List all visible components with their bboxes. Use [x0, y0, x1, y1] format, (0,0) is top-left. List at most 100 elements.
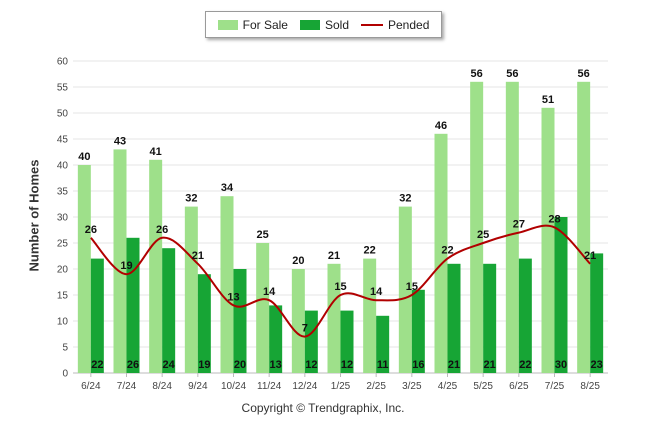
data-label-sold: 20 — [234, 359, 246, 371]
x-tick-label: 6/24 — [81, 381, 101, 392]
data-label-sold: 12 — [341, 359, 353, 371]
data-label-pended: 15 — [406, 281, 418, 293]
bar-for-sale — [184, 206, 198, 373]
data-label-for-sale: 32 — [185, 193, 197, 205]
data-label-sold: 22 — [91, 359, 103, 371]
data-label-for-sale: 46 — [435, 120, 447, 132]
data-label-sold: 11 — [377, 359, 389, 371]
data-label-sold: 23 — [591, 359, 603, 371]
legend-item-sold[interactable]: Sold — [299, 17, 349, 32]
copyright-text: Copyright © Trendgraphix, Inc. — [241, 401, 405, 415]
bar-for-sale — [291, 269, 305, 373]
sold-swatch-icon — [299, 19, 320, 30]
legend-label-for-sale: For Sale — [242, 17, 288, 32]
bar-for-sale — [149, 159, 163, 373]
bar-sold — [340, 310, 354, 373]
bar-for-sale — [505, 81, 519, 374]
bar-for-sale — [113, 149, 127, 373]
bar-sold — [269, 305, 283, 373]
bar-sold — [483, 263, 497, 373]
data-label-sold: 30 — [555, 359, 567, 371]
bar-for-sale — [77, 165, 91, 373]
bar-sold — [90, 258, 104, 373]
data-label-pended: 26 — [156, 224, 168, 236]
data-label-for-sale: 20 — [292, 255, 304, 267]
bar-for-sale — [470, 81, 484, 374]
legend-label-pended: Pended — [388, 17, 430, 32]
bar-sold — [197, 274, 211, 373]
pended-line-group — [90, 224, 591, 338]
legend-label-sold: Sold — [324, 17, 349, 32]
y-tick-label: 60 — [57, 57, 69, 68]
data-label-for-sale: 56 — [506, 68, 518, 80]
data-label-pended: 14 — [370, 286, 383, 298]
data-label-sold: 21 — [448, 359, 460, 371]
x-tick-label: 7/25 — [545, 381, 565, 392]
legend: For Sale Sold Pended — [205, 11, 442, 38]
y-tick-label: 25 — [57, 239, 69, 250]
data-label-pended: 13 — [227, 291, 239, 303]
data-labels-group: 40 22 43 26 41 24 32 19 34 20 25 13 20 12 21 12 22 11 32 16… — [78, 68, 603, 371]
x-tick-label: 1/25 — [331, 381, 351, 392]
y-tick-label: 30 — [57, 213, 69, 224]
data-label-sold: 13 — [270, 359, 282, 371]
bar-for-sale — [363, 258, 377, 373]
data-label-pended: 25 — [477, 229, 489, 241]
bar-sold — [376, 315, 390, 373]
bar-sold — [411, 289, 425, 373]
bar-for-sale — [577, 81, 591, 374]
x-tick-label: 6/25 — [509, 381, 529, 392]
data-label-sold: 24 — [163, 359, 176, 371]
data-label-for-sale: 21 — [328, 250, 340, 262]
bar-sold — [162, 248, 176, 373]
x-axis-ticks: 6/24 7/24 8/24 9/24 10/24 11/24 12/24 1/25 2/25 3… — [81, 373, 600, 392]
data-label-for-sale: 22 — [364, 245, 376, 257]
data-label-pended: 19 — [120, 260, 132, 272]
data-label-sold: 22 — [519, 359, 531, 371]
y-tick-label: 10 — [57, 317, 69, 328]
x-tick-label: 3/25 — [402, 381, 422, 392]
data-label-pended: 21 — [584, 250, 596, 262]
data-label-pended: 14 — [263, 286, 276, 298]
bar-for-sale — [220, 196, 234, 373]
bar-sold — [126, 237, 140, 373]
pended-line — [90, 224, 591, 338]
bar-for-sale — [327, 263, 341, 373]
y-tick-label: 15 — [57, 291, 69, 302]
legend-item-pended[interactable]: Pended — [361, 18, 429, 32]
data-label-sold: 19 — [198, 359, 210, 371]
y-tick-label: 55 — [57, 83, 69, 94]
data-label-for-sale: 32 — [399, 193, 411, 205]
data-label-sold: 26 — [127, 359, 139, 371]
data-label-pended: 15 — [334, 281, 346, 293]
x-tick-label: 10/24 — [221, 381, 246, 392]
y-tick-label: 5 — [62, 343, 68, 354]
y-axis-ticks: 0 5 10 15 20 25 30 35 40 45 50 55 60 — [57, 57, 69, 380]
data-label-for-sale: 56 — [578, 68, 590, 80]
data-label-pended: 26 — [85, 224, 97, 236]
x-tick-label: 4/25 — [438, 381, 458, 392]
y-tick-label: 35 — [57, 187, 69, 198]
data-label-for-sale: 41 — [150, 146, 162, 158]
bar-sold — [590, 253, 604, 373]
bar-for-sale — [434, 133, 448, 373]
bar-for-sale — [541, 107, 555, 374]
x-tick-label: 12/24 — [292, 381, 317, 392]
bar-sold — [233, 269, 247, 373]
y-tick-label: 20 — [57, 265, 69, 276]
x-tick-label: 8/24 — [152, 381, 172, 392]
x-tick-label: 8/25 — [580, 381, 600, 392]
data-label-sold: 21 — [484, 359, 496, 371]
y-tick-label: 45 — [57, 135, 69, 146]
bars-group — [77, 81, 604, 374]
data-label-pended: 22 — [441, 245, 453, 257]
data-label-pended: 7 — [302, 323, 308, 335]
data-label-pended: 21 — [192, 250, 204, 262]
legend-item-for-sale[interactable]: For Sale — [217, 17, 288, 32]
y-tick-label: 50 — [57, 109, 69, 120]
x-tick-label: 9/24 — [188, 381, 208, 392]
x-tick-label: 11/24 — [257, 381, 282, 392]
data-label-sold: 16 — [412, 359, 424, 371]
data-label-for-sale: 56 — [471, 68, 483, 80]
